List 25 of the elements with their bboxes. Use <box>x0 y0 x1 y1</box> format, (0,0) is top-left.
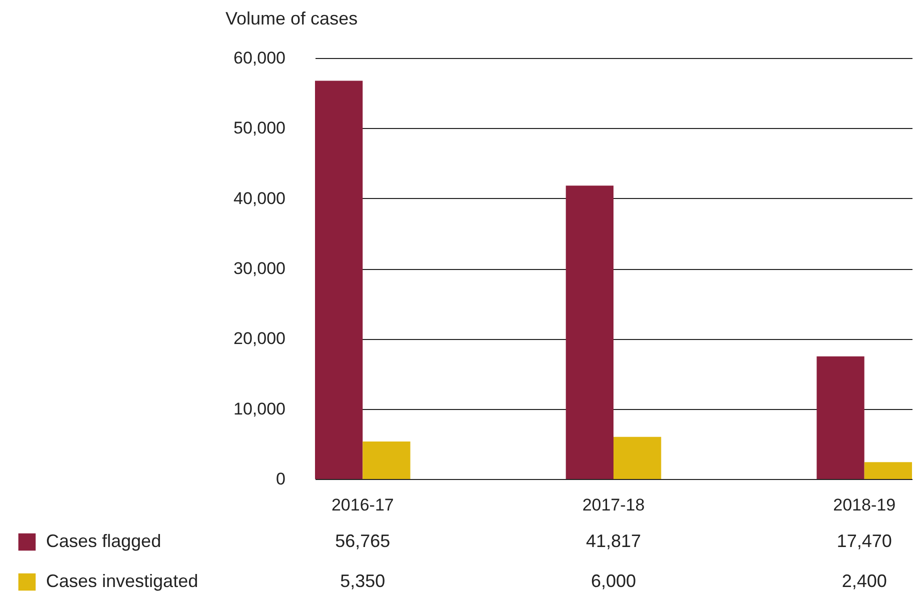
y-tick-label: 0 <box>276 470 286 488</box>
x-tick-label: 2017-18 <box>582 496 645 514</box>
y-tick-label: 50,000 <box>234 118 286 138</box>
y-tick-label: 10,000 <box>234 399 286 418</box>
data-label: 17,470 <box>836 531 892 551</box>
data-label: 56,765 <box>335 531 390 551</box>
data-label: 41,817 <box>586 531 642 551</box>
bar <box>816 356 864 479</box>
y-tick-label: 40,000 <box>234 188 286 208</box>
data-label: 6,000 <box>590 571 636 591</box>
x-tick-label: 2018-19 <box>833 496 896 514</box>
bar <box>864 462 912 479</box>
bar <box>566 186 614 479</box>
bar <box>315 80 363 479</box>
x-tick-label: 2016-17 <box>331 496 394 514</box>
data-label: 2,400 <box>842 571 887 591</box>
bar <box>362 441 410 479</box>
legend-label: Cases investigated <box>46 571 198 591</box>
legend-label: Cases flagged <box>46 531 162 551</box>
bar <box>614 436 662 479</box>
y-tick-label: 30,000 <box>234 259 286 278</box>
y-axis-title: Volume of cases <box>226 8 358 28</box>
data-label: 5,350 <box>340 571 386 591</box>
y-tick-label: 20,000 <box>234 329 286 348</box>
y-tick-label: 60,000 <box>234 48 286 68</box>
